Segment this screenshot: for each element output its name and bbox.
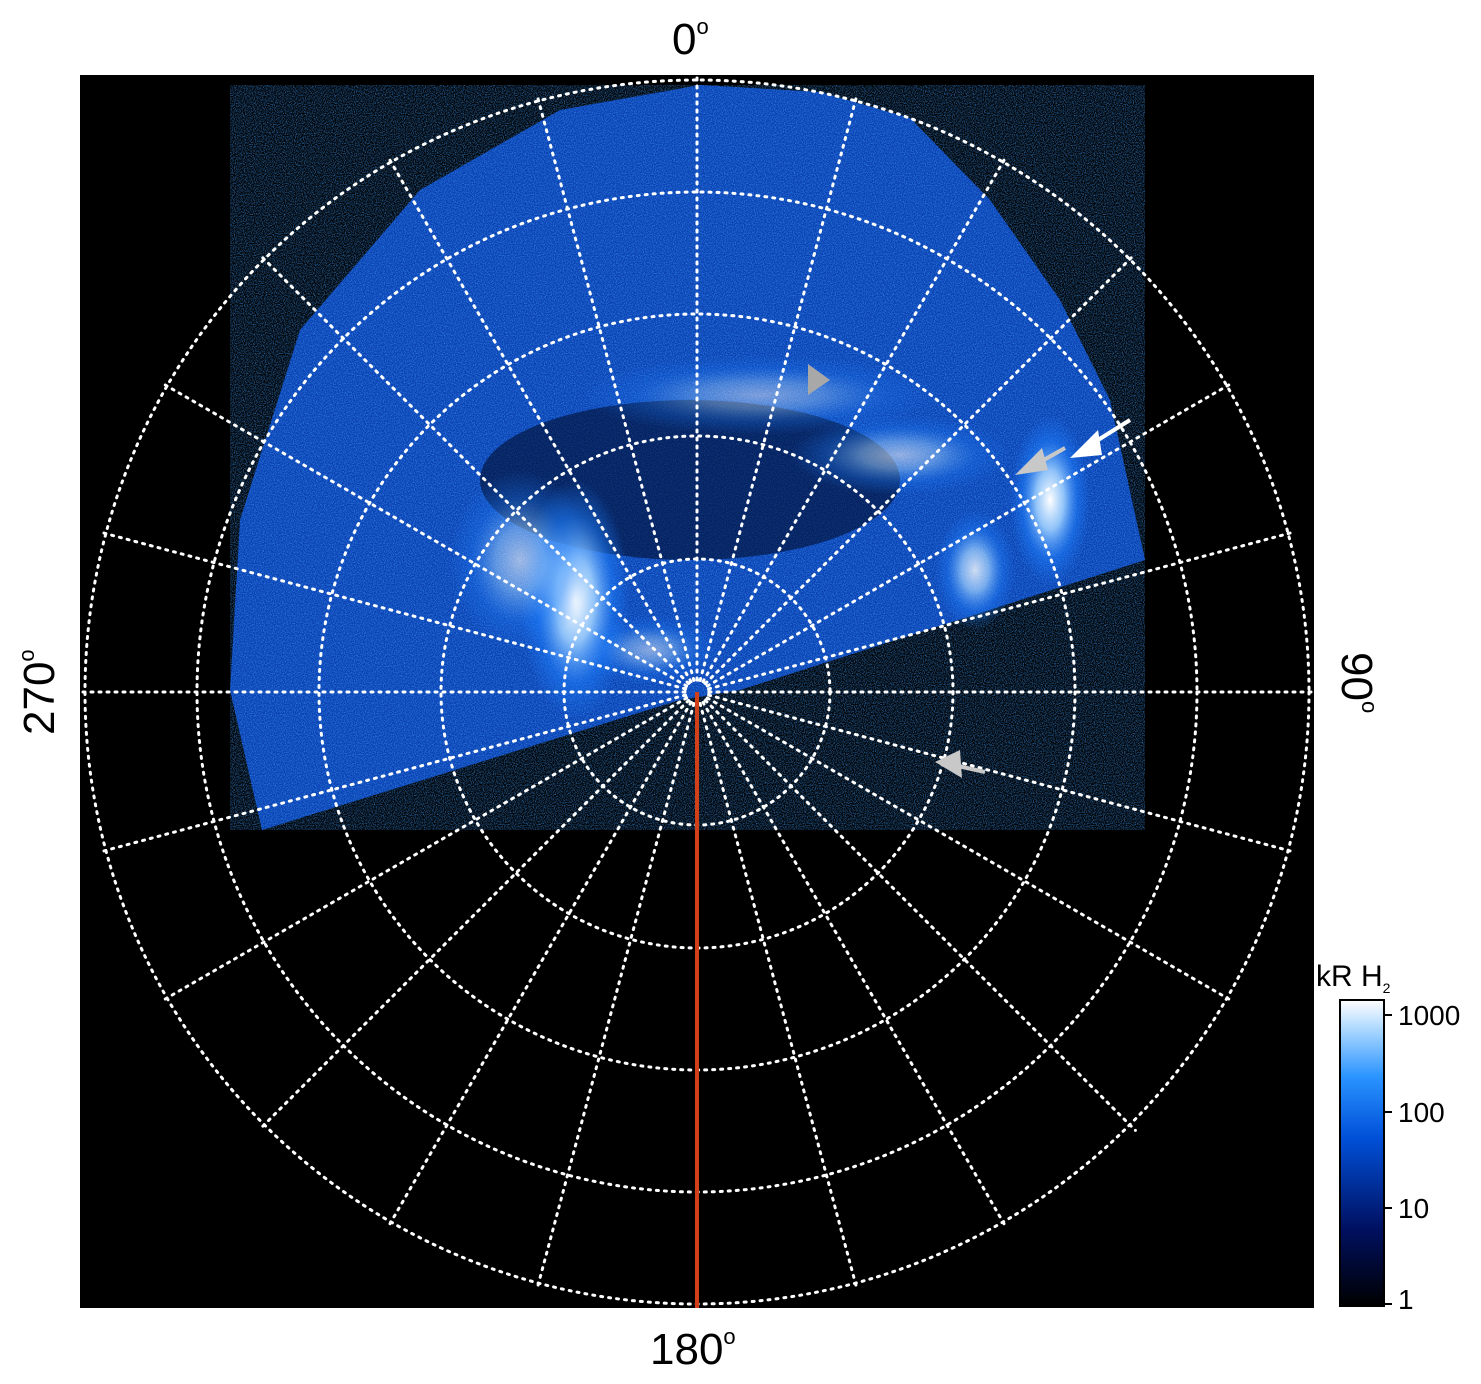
grid-spoke	[698, 702, 859, 1293]
grid-spoke	[385, 153, 693, 684]
aurora-bright-right	[1010, 415, 1090, 585]
grid-spoke	[158, 696, 689, 1004]
colorbar-title: kR H2	[1316, 960, 1391, 996]
gray-arrow-top	[808, 364, 830, 395]
aurora-left-arc	[450, 470, 590, 650]
grid-spoke	[701, 700, 1009, 1231]
label-270-degrees: 270o	[14, 649, 64, 735]
gray-arrow-upper-right	[1015, 446, 1066, 475]
aurora-upper-arc	[580, 355, 940, 435]
grid-spoke	[701, 153, 1009, 684]
label-180-degrees: 180o	[650, 1324, 736, 1374]
gray-arrow-lower-right	[935, 750, 986, 778]
white-arrow	[1070, 418, 1132, 458]
grid-spoke	[707, 693, 1298, 854]
grid-spoke	[703, 698, 1137, 1132]
grid-spoke	[703, 252, 1137, 686]
aurora-center	[580, 615, 720, 685]
grid-spoke	[257, 698, 691, 1132]
grid-spoke	[707, 530, 1298, 691]
grid-spoke	[96, 693, 687, 854]
grid-spoke	[385, 700, 693, 1231]
grid-spoke	[698, 91, 859, 682]
colorbar-tick-label: 1000	[1398, 1000, 1461, 1031]
colorbar-tick-label: 10	[1398, 1193, 1430, 1224]
label-90-degrees: 90o	[1332, 652, 1382, 714]
grid-spoke	[257, 252, 691, 686]
grid-spoke	[158, 380, 689, 688]
grid-spoke	[96, 530, 687, 691]
label-0-degrees: 0o	[672, 14, 709, 64]
grid-spoke	[705, 696, 1236, 1004]
colorbar-ticks	[1384, 1014, 1392, 1305]
aurora-right-lower	[935, 510, 1015, 630]
aurora-right-arc	[790, 415, 1010, 495]
colorbar-tick-label: 1	[1398, 1284, 1414, 1315]
grid-spoke	[705, 380, 1236, 688]
colorbar	[1339, 999, 1385, 1307]
grid-spoke	[535, 702, 696, 1293]
colorbar-tick-label: 100	[1398, 1097, 1445, 1128]
grid-spoke	[535, 91, 696, 682]
